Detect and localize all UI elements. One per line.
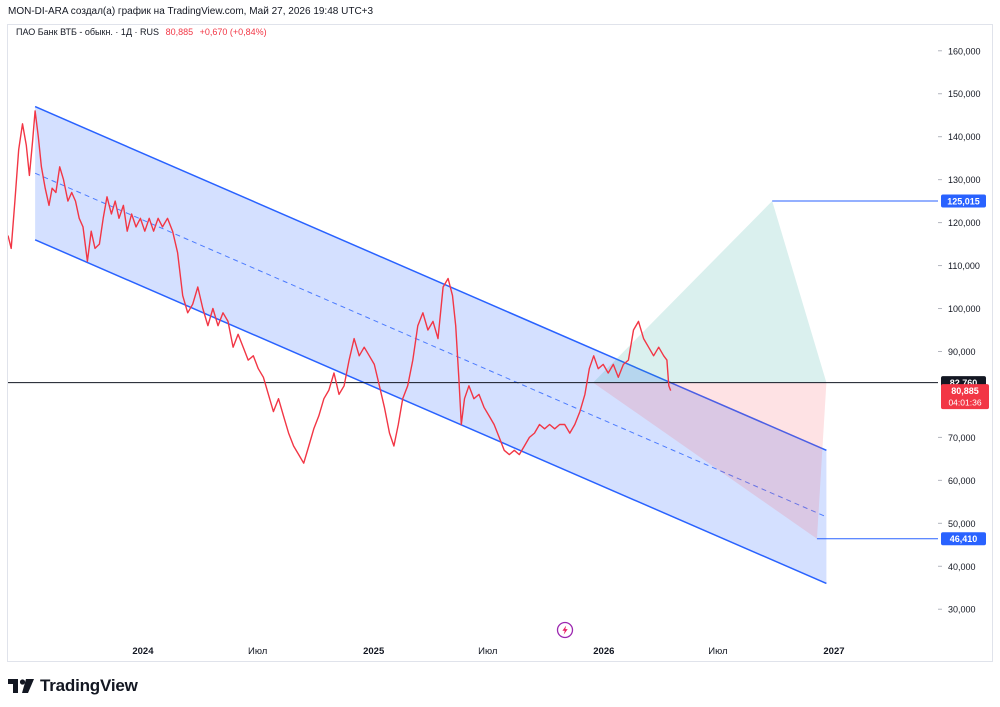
long-position-tool[interactable] xyxy=(593,201,827,539)
y-tick-label: 30,000 xyxy=(948,605,976,615)
channel-fill xyxy=(35,106,827,584)
price-series xyxy=(8,110,672,464)
regression-channel[interactable] xyxy=(34,105,827,585)
x-tick-label: Июл xyxy=(478,646,497,657)
horizontal-levels[interactable] xyxy=(8,200,938,540)
channel-lower-line xyxy=(34,239,827,585)
stop-zone xyxy=(593,382,827,539)
symbol-legend: ПАО Банк ВТБ - обыкн. · 1Д · RUS 80,885 … xyxy=(16,27,267,37)
y-tick-label: 40,000 xyxy=(948,562,976,572)
level-badge-label: 82,760 xyxy=(950,378,978,388)
last-price-badge-label: 80,885 xyxy=(951,386,979,396)
chart-frame xyxy=(7,24,993,662)
last-price-badge xyxy=(941,384,989,410)
x-tick-label: 2027 xyxy=(823,646,844,657)
x-tick-label: 2026 xyxy=(593,646,614,657)
y-tick-label: 70,000 xyxy=(948,433,976,443)
x-tick-label: Июл xyxy=(248,646,267,657)
time-axis[interactable]: 2024 Июл 2025 Июл 2026 Июл 2027 xyxy=(132,646,844,657)
level-badge xyxy=(941,194,986,208)
tradingview-logo[interactable]: TradingView xyxy=(8,676,138,696)
y-tick-label: 50,000 xyxy=(948,519,976,529)
level-badge-label: 125,015 xyxy=(947,197,980,207)
channel-upper-line xyxy=(34,105,827,451)
price-line-0 xyxy=(8,110,672,464)
price-axis[interactable]: 160,000 150,000 140,000 130,000 120,000 110,0… xyxy=(938,46,981,615)
price-change-value: +0,670 (+0,84%) xyxy=(199,27,267,37)
y-tick-label: 130,000 xyxy=(948,175,981,185)
y-tick-label: 100,000 xyxy=(948,304,981,314)
level-badge xyxy=(941,532,986,546)
y-tick-label: 110,000 xyxy=(948,261,980,271)
price-badges: 82,760 125,015 46,410 80,885 04:01:36 xyxy=(941,194,989,546)
y-tick-label: 90,000 xyxy=(948,347,976,357)
tradingview-logo-icon xyxy=(8,679,34,693)
last-price-value: 80,885 xyxy=(165,27,194,37)
x-tick-label: Июл xyxy=(708,646,727,657)
tradingview-wordmark: TradingView xyxy=(40,676,138,695)
countdown-label: 04:01:36 xyxy=(948,398,981,408)
y-tick-label: 150,000 xyxy=(948,89,981,99)
level-badge-label: 46,410 xyxy=(950,534,978,544)
lightning-icon[interactable] xyxy=(556,621,574,639)
y-tick-label: 120,000 xyxy=(948,218,981,228)
target-zone xyxy=(593,201,827,383)
attribution-text: MON-DI-ARA создал(а) график на TradingVi… xyxy=(8,6,374,17)
y-tick-label: 60,000 xyxy=(948,476,976,486)
symbol-name: ПАО Банк ВТБ - обыкн. · 1Д · RUS xyxy=(16,27,160,37)
x-tick-label: 2025 xyxy=(363,646,385,657)
y-tick-label: 140,000 xyxy=(948,132,981,142)
x-tick-label: 2024 xyxy=(132,646,154,657)
y-tick-label: 160,000 xyxy=(948,46,981,56)
